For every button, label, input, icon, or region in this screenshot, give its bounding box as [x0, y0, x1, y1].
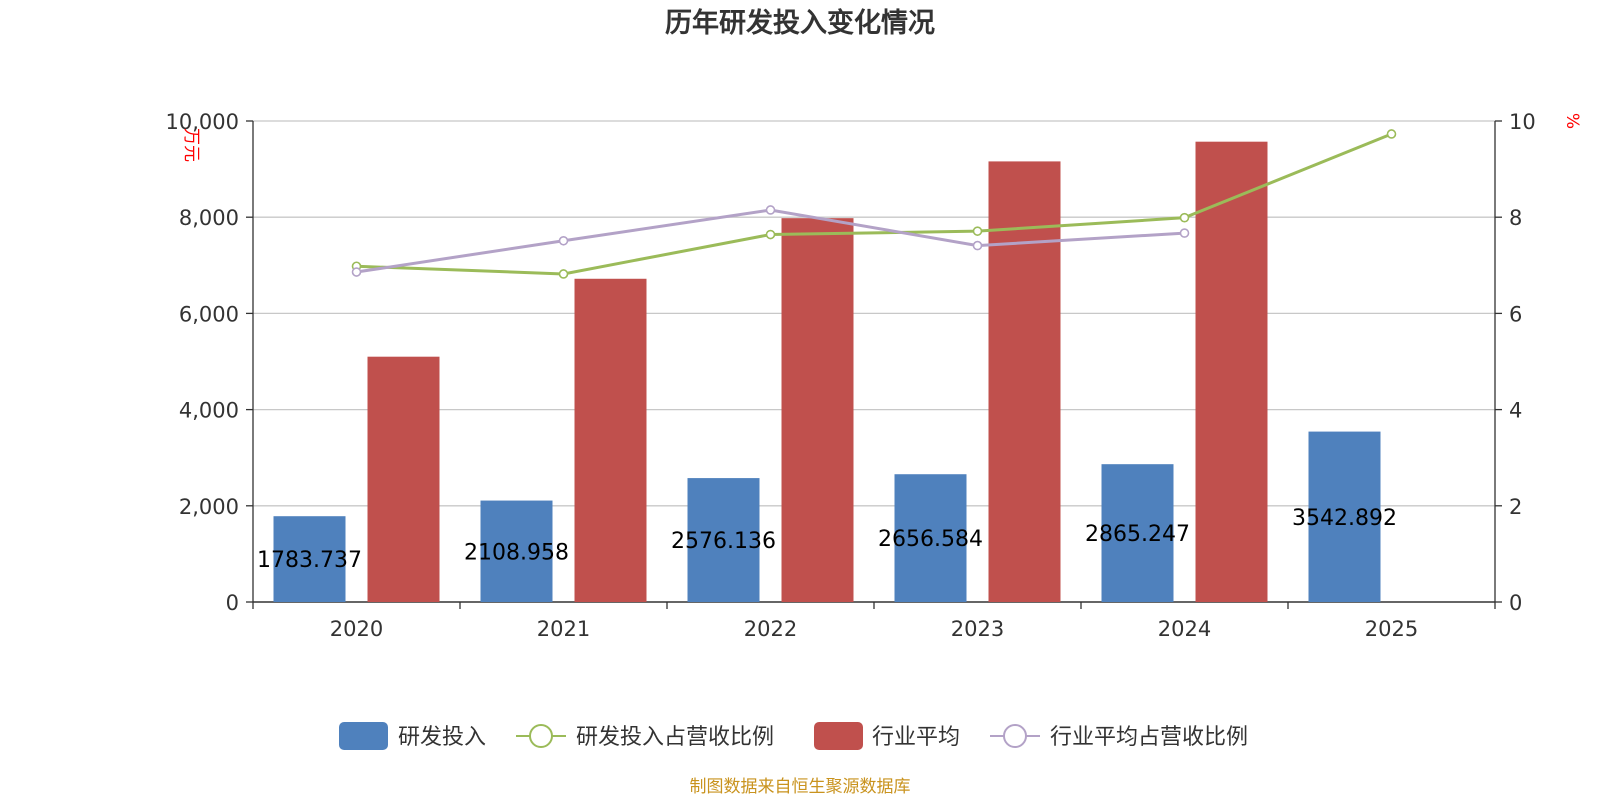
x-axis-tick-label: 2023 — [951, 617, 1004, 641]
left-axis-tick-label: 10,000 — [166, 110, 239, 134]
line-point — [558, 235, 569, 246]
legend-label: 行业平均占营收比例 — [1050, 725, 1248, 750]
x-axis-tick-label: 2020 — [330, 617, 383, 641]
bar-rd — [480, 500, 553, 602]
line-point — [972, 226, 983, 236]
bar-value-label: 2108.958 — [464, 540, 569, 565]
x-axis-tick-label: 2024 — [1158, 617, 1211, 641]
bar-industry — [988, 161, 1061, 603]
right-axis-tick-label: 6 — [1509, 302, 1522, 326]
left-axis-tick-label: 6,000 — [179, 302, 239, 326]
bar-industry — [574, 278, 647, 602]
legend: 研发投入 研发投入占营收比例 行业平均 行业平均占营收比例 — [339, 722, 1248, 750]
bar-rd — [687, 478, 760, 602]
bar-value-label: 3542.892 — [1292, 506, 1397, 531]
line-point — [1179, 228, 1190, 238]
left-axis-tick-label: 2,000 — [179, 495, 239, 519]
bars — [273, 141, 1381, 603]
chart-title: 历年研发投入变化情况 — [665, 7, 935, 39]
left-axis-tick-label: 4,000 — [179, 399, 239, 423]
legend-marker — [1003, 724, 1027, 748]
x-axis-tick-label: 2022 — [744, 617, 797, 641]
right-axis-tick-label: 2 — [1509, 495, 1522, 519]
right-axis-tick-label: 4 — [1509, 399, 1522, 423]
bar-rd — [273, 516, 346, 602]
line-point — [765, 205, 776, 215]
legend-swatch — [339, 722, 388, 750]
bar-rd — [1101, 464, 1174, 602]
legend-swatch — [814, 722, 863, 750]
bar-value-label: 2865.247 — [1085, 522, 1190, 547]
grid-lines — [253, 120, 1495, 507]
bar-rd — [1308, 431, 1381, 602]
x-axis-tick-label: 2021 — [537, 617, 590, 641]
legend-label: 行业平均 — [872, 725, 960, 750]
data-source-note: 制图数据来自恒生聚源数据库 — [690, 777, 911, 797]
left-axis-unit: 万元 — [181, 128, 201, 162]
bar-industry — [781, 218, 854, 603]
legend-label: 研发投入占营收比例 — [576, 725, 774, 750]
right-axis-tick-label: 8 — [1509, 206, 1522, 230]
line-point — [558, 269, 569, 279]
series-line — [356, 132, 1393, 276]
line-point — [1386, 129, 1397, 139]
bar-industry — [1195, 141, 1268, 603]
left-axis-tick-label: 0 — [226, 591, 239, 615]
axes: 0 2,000 4,000 6,000 8,000 10,000 0 2 4 6 8 10 2020 20… — [166, 110, 1536, 641]
bar-value-label: 1783.737 — [257, 548, 362, 573]
line-point — [351, 267, 362, 277]
left-axis-tick-label: 8,000 — [179, 206, 239, 230]
right-axis-tick-label: 10 — [1509, 110, 1536, 134]
lines — [351, 129, 1397, 279]
right-axis-unit: % — [1562, 113, 1582, 129]
bar-labels: 1783.737 2108.958 2576.136 2656.584 2865.247… — [257, 506, 1397, 573]
x-axis-tick-label: 2025 — [1365, 617, 1418, 641]
bar-value-label: 2656.584 — [878, 527, 983, 552]
legend-marker — [529, 724, 553, 748]
bar-rd — [894, 474, 967, 602]
line-point — [765, 229, 776, 240]
bar-value-label: 2576.136 — [671, 529, 776, 554]
legend-label: 研发投入 — [398, 725, 486, 750]
line-point — [972, 240, 983, 251]
right-axis-tick-label: 0 — [1509, 591, 1522, 615]
bar-industry — [367, 356, 440, 602]
line-point — [1179, 212, 1190, 223]
